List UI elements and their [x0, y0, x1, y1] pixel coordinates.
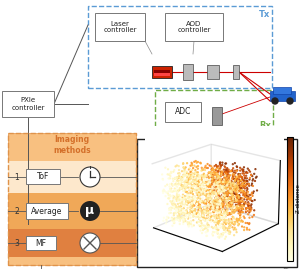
Circle shape [287, 98, 293, 104]
Text: MF: MF [35, 239, 46, 247]
Bar [183, 64, 193, 80]
Circle shape [80, 201, 100, 221]
Bar [8, 193, 136, 229]
Text: ToF: ToF [37, 172, 49, 181]
Text: 2: 2 [15, 207, 20, 215]
Bar [155, 90, 273, 132]
Bar [88, 6, 272, 88]
Bar [233, 65, 239, 79]
Bar [165, 102, 201, 122]
Bar [26, 169, 60, 184]
Bar [26, 203, 68, 219]
Y-axis label: Z Axis: Z Axis [272, 266, 290, 269]
Bar [270, 91, 295, 101]
Text: Average: Average [31, 207, 63, 215]
Text: 3: 3 [15, 239, 20, 247]
Text: Imaging
methods: Imaging methods [53, 135, 91, 155]
Bar [154, 72, 170, 76]
Bar [137, 139, 297, 267]
Bar [8, 133, 136, 265]
Text: ADC: ADC [175, 108, 191, 116]
Bar [2, 91, 54, 117]
Text: PXIe
controller: PXIe controller [11, 97, 45, 111]
Bar [152, 66, 172, 78]
Text: Laser
controller: Laser controller [103, 20, 137, 34]
Bar [8, 229, 136, 257]
Bar [273, 87, 291, 94]
Bar [165, 13, 223, 41]
Text: AOD
controller: AOD controller [177, 20, 211, 34]
Circle shape [80, 167, 100, 187]
Bar [207, 65, 219, 79]
Bar [95, 13, 145, 41]
Text: Rx: Rx [259, 121, 271, 130]
Bar [154, 70, 170, 73]
Bar [8, 161, 136, 193]
Y-axis label: Z distance: Z distance [296, 185, 300, 214]
Circle shape [80, 233, 100, 253]
Bar [212, 107, 222, 125]
Text: μ: μ [85, 204, 94, 217]
Circle shape [272, 98, 278, 104]
Text: Tx: Tx [259, 10, 270, 19]
Bar [8, 133, 136, 265]
Text: 1: 1 [15, 172, 20, 182]
Bar [26, 236, 56, 250]
